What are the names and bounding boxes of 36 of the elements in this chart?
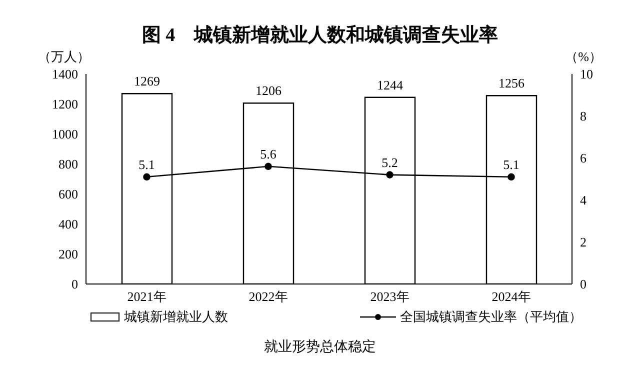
chart-title: 图 4 城镇新增就业人数和城镇调查失业率: [140, 24, 500, 48]
y-tick-label: 1000: [52, 126, 78, 142]
point: [386, 171, 394, 178]
point: [143, 173, 150, 181]
legend-label: 全国城镇调查失业率（平均值）: [400, 308, 582, 326]
point: [508, 173, 515, 181]
point: [264, 162, 272, 170]
data-label: 5.2: [382, 154, 398, 170]
y-tick-label: 600: [58, 186, 78, 202]
y-tick-label: 800: [58, 156, 78, 172]
y2-tick-label: 4: [580, 192, 587, 208]
data-label: 5.6: [260, 146, 277, 162]
x-tick-label: 2024年: [492, 289, 531, 304]
x-tick-label: 2021年: [127, 289, 166, 304]
data-label: 5.1: [503, 156, 520, 172]
y-tick-label: 200: [58, 246, 78, 262]
y-tick-label: 1200: [52, 96, 78, 112]
y-axis-title: （万人）: [38, 48, 90, 66]
data-label: 1256: [498, 76, 525, 91]
y-tick-label: 400: [58, 216, 78, 232]
x-tick-label: 2022年: [248, 289, 288, 304]
y2-axis-title: （%）: [565, 48, 602, 66]
data-label: 5.1: [138, 156, 155, 172]
data-label: 1244: [377, 77, 404, 92]
x-tick-label: 2023年: [370, 289, 410, 304]
y2-tick-label: 10: [580, 66, 593, 82]
y2-tick-label: 8: [580, 108, 586, 124]
legend-label: 城镇新增就业人数: [124, 308, 228, 326]
y2-tick-label: 2: [580, 234, 586, 250]
data-label: 1269: [134, 74, 160, 89]
data-label: 1206: [256, 83, 282, 98]
text: 就业形势总体稳定: [263, 338, 377, 356]
y-tick-label: 0: [72, 276, 78, 292]
y2-tick-label: 0: [580, 276, 586, 292]
y2-tick-label: 6: [580, 150, 587, 166]
y-tick-label: 1400: [52, 66, 78, 82]
